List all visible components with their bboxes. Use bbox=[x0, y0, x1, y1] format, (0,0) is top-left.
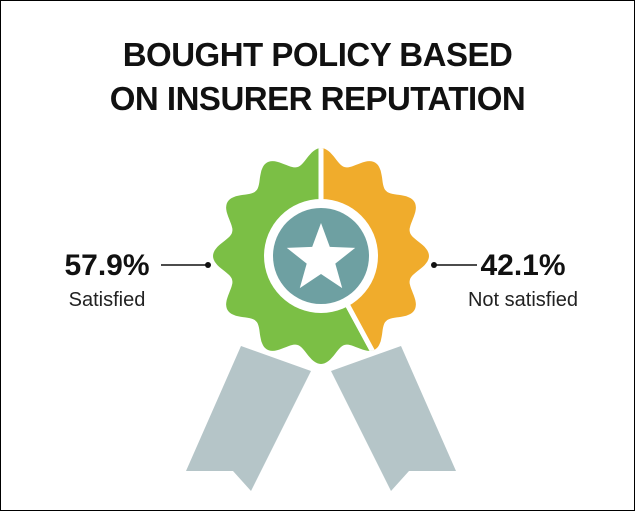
value-label: 42.1% bbox=[480, 249, 565, 282]
ribbon-right bbox=[331, 346, 456, 491]
category-label: Satisfied bbox=[69, 289, 146, 311]
ribbons bbox=[186, 346, 456, 491]
star-icon bbox=[286, 223, 356, 289]
ribbon-left bbox=[186, 346, 311, 491]
leader-dot bbox=[431, 262, 437, 268]
chart-title: BOUGHT POLICY BASED ON INSURER REPUTATIO… bbox=[109, 36, 526, 117]
category-label: Not satisfied bbox=[468, 289, 578, 311]
value-label: 57.9% bbox=[64, 249, 149, 282]
leader-dot bbox=[205, 262, 211, 268]
